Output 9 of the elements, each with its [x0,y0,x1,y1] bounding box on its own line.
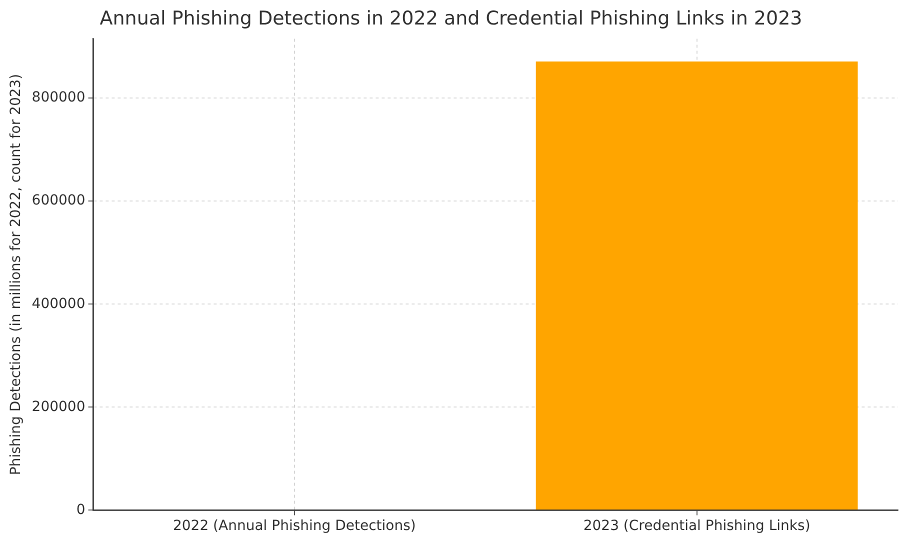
y-tick-label: 200000 [32,398,86,415]
chart-title: Annual Phishing Detections in 2022 and Credential Phishing Links in 2023 [100,7,802,30]
y-tick-label: 600000 [32,192,86,209]
x-tick-label: 2022 (Annual Phishing Detections) [172,518,416,534]
y-tick-label: 800000 [32,90,86,106]
y-tick-label: 400000 [32,296,86,312]
y-tick-label: 0 [76,502,86,518]
x-tick-label: 2023 (Credential Phishing Links) [583,518,810,534]
y-axis-title: Phishing Detections (in millions for 2022, count for 2023) [8,74,24,476]
